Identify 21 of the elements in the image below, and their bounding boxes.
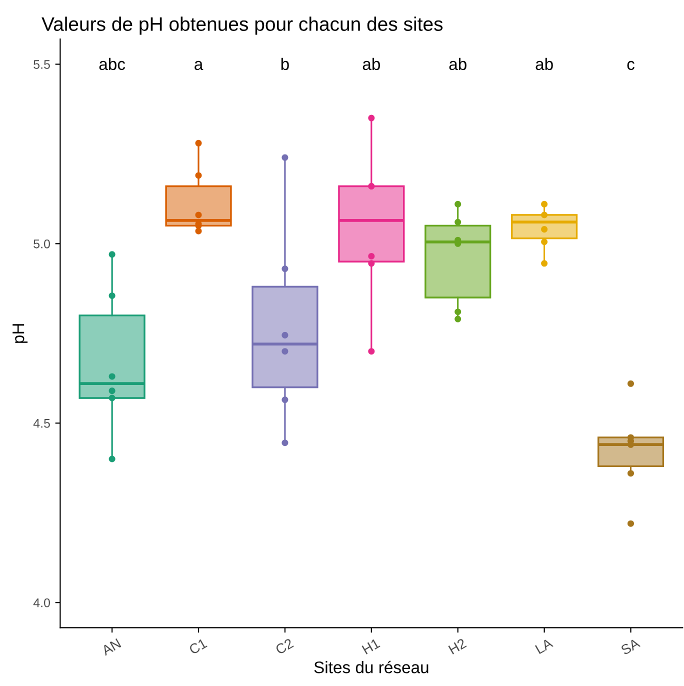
annotation: ab (362, 58, 380, 70)
y-tick-label: 4.0 (33, 598, 50, 608)
x-tick-label: C1 (188, 638, 208, 655)
annotation: c (627, 60, 634, 70)
x-tick-label: H2 (448, 638, 467, 654)
x-tick-label: SA (620, 638, 641, 656)
x-tick-label: LA (534, 638, 554, 654)
x-axis-title: Sites du réseau (314, 660, 428, 674)
y-axis-title: pH (12, 324, 28, 343)
y-tick-label: 4.5 (33, 419, 50, 428)
y-tick-label: 5.0 (34, 239, 50, 248)
x-tick-label: H1 (362, 638, 380, 654)
x-tick-label: C2 (274, 638, 294, 655)
annotation: ab (536, 58, 553, 70)
annotation: b (281, 58, 289, 70)
chart-title: Valeurs de pH obtenues pour chacun des sites (42, 16, 443, 35)
annotation: abc (99, 58, 126, 70)
y-tick-label: 5.5 (34, 60, 50, 69)
annotation: a (194, 60, 204, 70)
annotation: ab (449, 58, 466, 70)
x-tick-label: AN (100, 638, 122, 656)
